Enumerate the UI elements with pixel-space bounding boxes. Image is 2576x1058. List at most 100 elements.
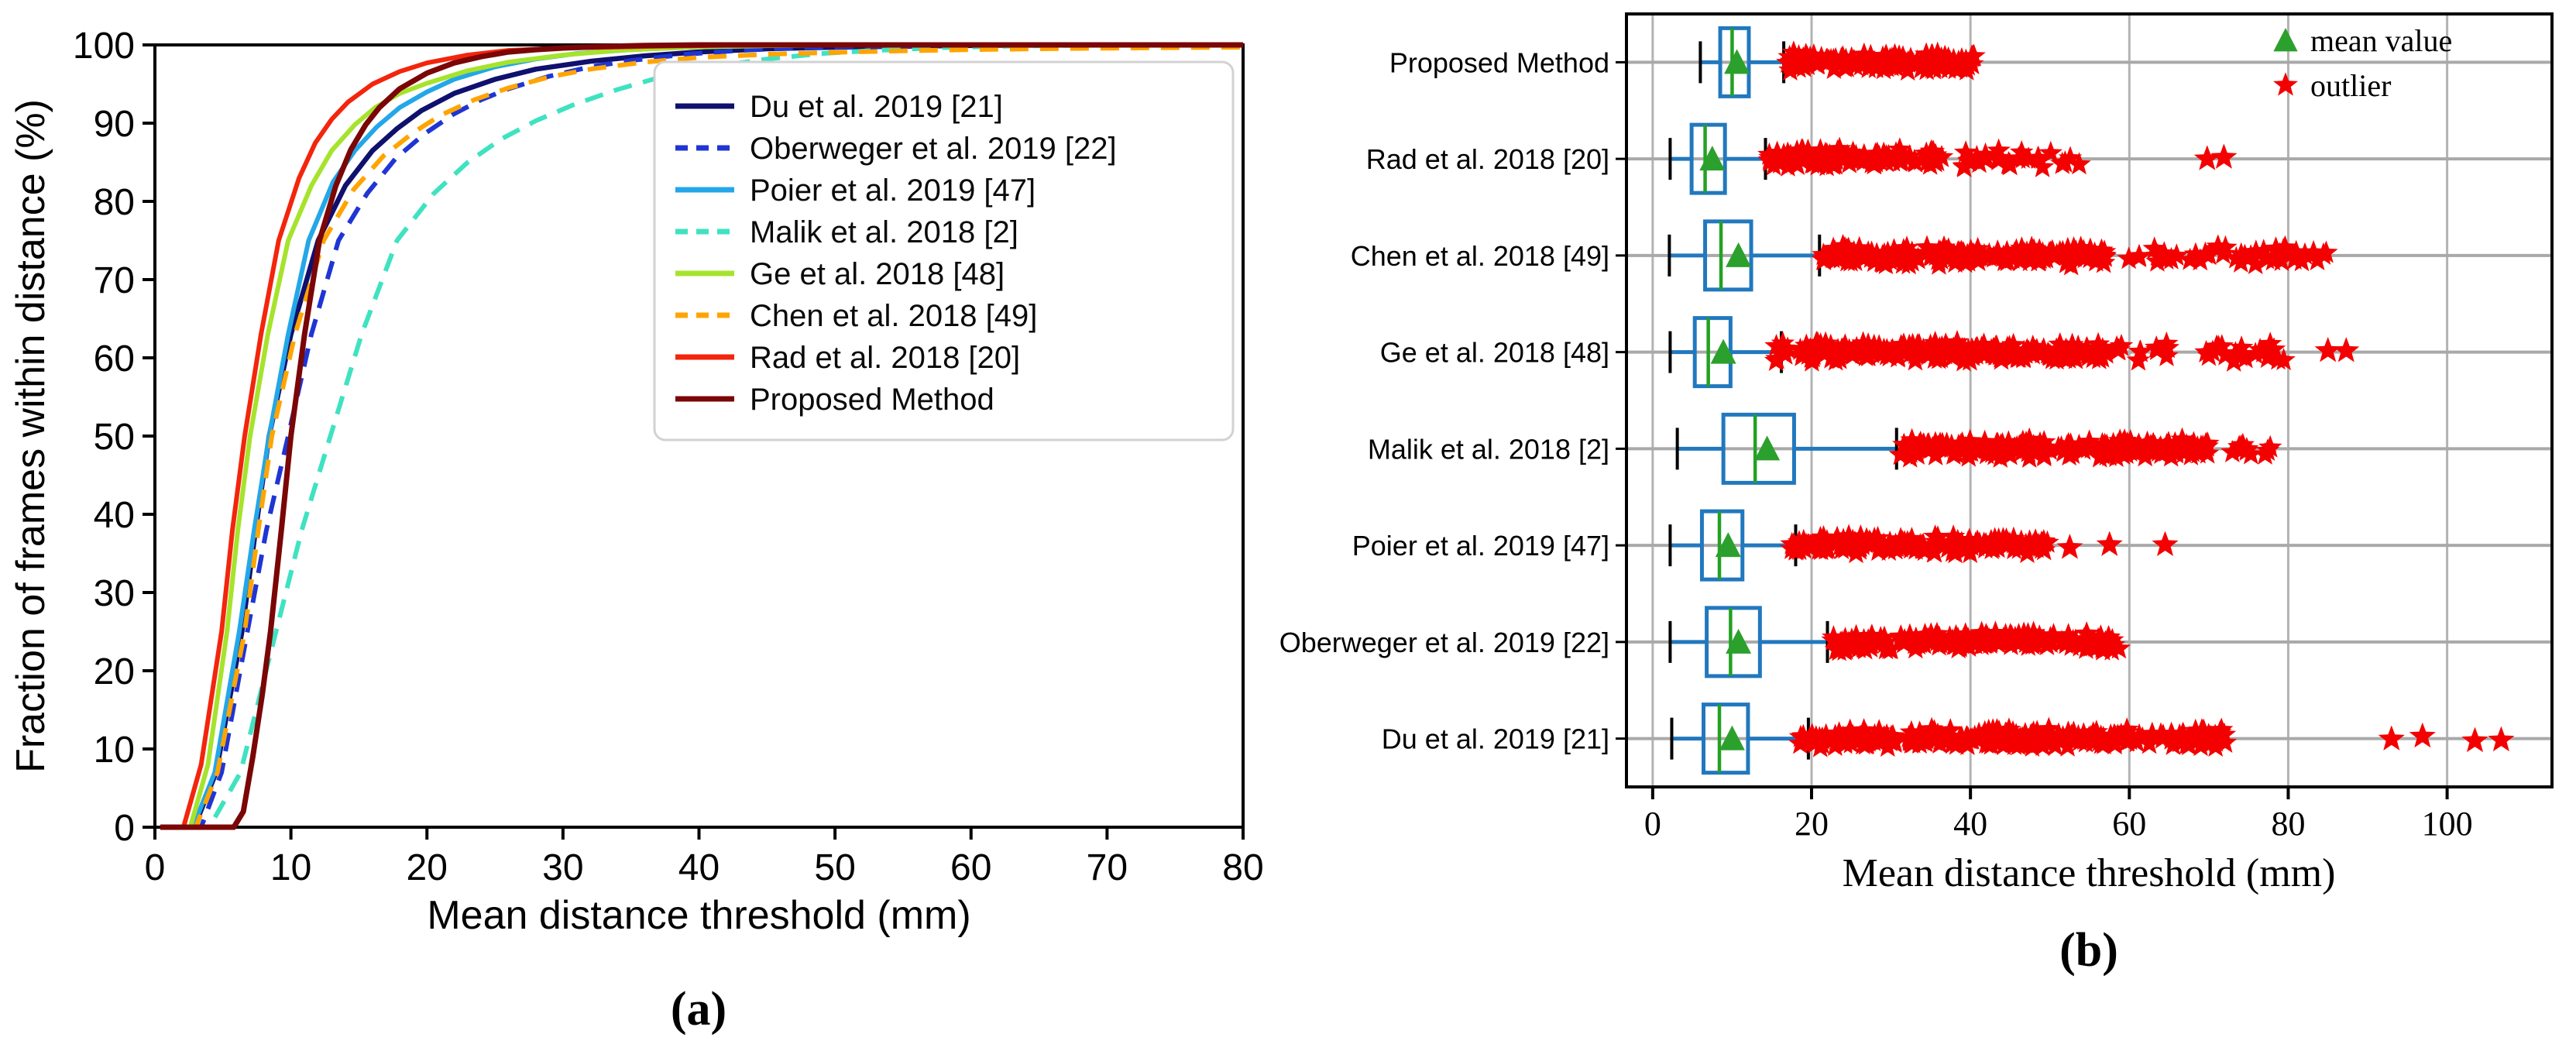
outlier-star xyxy=(2333,337,2360,362)
outliers-group xyxy=(1780,524,2179,564)
outliers-group xyxy=(1776,40,1986,81)
legend-item-label: Malik et al. 2018 [2] xyxy=(750,215,1018,249)
x-tick-label: 70 xyxy=(1087,847,1128,888)
y-tick-label: 50 xyxy=(94,417,135,458)
legend-item-label: Chen et al. 2018 [49] xyxy=(750,299,1037,333)
y-tick-label: 0 xyxy=(114,808,135,849)
b-legend: mean value outlier xyxy=(2273,23,2452,103)
y-tick-label: 30 xyxy=(94,573,135,614)
a-legend-item: Malik et al. 2018 [2] xyxy=(675,215,1018,249)
iqr-box xyxy=(1718,26,1751,98)
y-tick-label: 40 xyxy=(94,495,135,536)
category-label: Poier et al. 2019 [47] xyxy=(1352,530,1609,562)
outliers-group xyxy=(1764,329,2360,372)
boxplot-row: Malik et al. 2018 [2] xyxy=(1368,412,2552,485)
y-tick-label: 60 xyxy=(94,338,135,380)
a-legend-item: Rad et al. 2018 [20] xyxy=(675,341,1020,375)
caption-a: (a) xyxy=(670,983,727,1036)
iqr-box xyxy=(1699,509,1745,582)
category-label: Proposed Method xyxy=(1389,46,1609,78)
legend-item-label: Proposed Method xyxy=(750,383,994,417)
legend-item-label: Poier et al. 2019 [47] xyxy=(750,173,1036,208)
boxplot-row: Rad et al. 2018 [20] xyxy=(1366,122,2552,195)
y-tick-label: 90 xyxy=(94,104,135,145)
x-tick-label: 40 xyxy=(1953,805,1987,843)
b-axes-frame xyxy=(1625,12,2554,788)
a-yaxis-label: Fraction of frames within distance (%) xyxy=(9,99,53,773)
y-tick-label: 70 xyxy=(94,260,135,301)
boxplot-row: Poier et al. 2019 [47] xyxy=(1352,509,2552,582)
x-tick-label: 80 xyxy=(2271,805,2305,843)
boxplot-row: Du et al. 2019 [21] xyxy=(1382,702,2552,775)
x-tick-label: 50 xyxy=(814,847,855,888)
x-tick-label: 30 xyxy=(542,847,583,888)
a-legend-item: Poier et al. 2019 [47] xyxy=(675,173,1036,208)
outlier-star xyxy=(2378,725,2405,751)
x-tick-label: 20 xyxy=(1795,805,1829,843)
a-legend: Du et al. 2019 [21] Oberweger et al. 2019… xyxy=(653,60,1235,441)
category-label: Rad et al. 2018 [20] xyxy=(1366,143,1609,175)
x-tick-label: 100 xyxy=(2422,805,2473,843)
a-xaxis-label: Mean distance threshold (mm) xyxy=(427,893,971,938)
b-x-ticks: 0 20 40 60 80 100 xyxy=(1644,787,2473,843)
iqr-box xyxy=(1705,606,1762,678)
x-tick-label: 20 xyxy=(407,847,448,888)
outlier-star xyxy=(2096,531,2123,556)
boxplot-row: Oberweger et al. 2019 [22] xyxy=(1279,606,2552,678)
series-line-ge-et-al-2018-48- xyxy=(160,43,1243,830)
a-legend-box xyxy=(653,60,1235,441)
outliers-group xyxy=(1757,136,2238,177)
legend-item-label: Oberweger et al. 2019 [22] xyxy=(750,132,1117,166)
caption-b: (b) xyxy=(2059,924,2118,977)
legend-item-label: Ge et al. 2018 [48] xyxy=(750,257,1005,291)
x-tick-label: 60 xyxy=(2112,805,2146,843)
outlier-star xyxy=(2210,143,2238,169)
boxplot-row: Ge et al. 2018 [48] xyxy=(1380,316,2552,389)
iqr-box xyxy=(1689,122,1727,195)
b-gridlines xyxy=(1651,14,2449,787)
cdf-plot: 0 10 20 30 40 50 60 70 80 0 10 20 30 40 50 60 70 80 90 100 D… xyxy=(73,26,1264,888)
outlier-star xyxy=(2152,531,2179,556)
outlier-star xyxy=(2461,727,2488,753)
y-tick-label: 20 xyxy=(94,651,135,692)
iqr-box xyxy=(1703,219,1753,292)
a-legend-item: Ge et al. 2018 [48] xyxy=(675,257,1005,291)
y-tick-label: 100 xyxy=(73,26,135,67)
y-tick-label: 80 xyxy=(94,182,135,223)
boxplot-row: Chen et al. 2018 [49] xyxy=(1351,219,2552,292)
outliers-group xyxy=(1821,620,2131,661)
x-tick-label: 80 xyxy=(1222,847,1263,888)
outlier-star xyxy=(2056,534,2083,559)
series-line-chen-et-al-2018-49- xyxy=(160,45,1244,830)
category-label: Du et al. 2019 [21] xyxy=(1382,723,1609,755)
a-series-lines xyxy=(160,42,1244,830)
a-legend-item: Du et al. 2019 [21] xyxy=(675,90,1003,124)
x-tick-label: 10 xyxy=(270,847,311,888)
iqr-box xyxy=(1701,702,1750,775)
series-line-proposed-method xyxy=(160,42,1243,830)
a-y-ticks: 0 10 20 30 40 50 60 70 80 90 100 xyxy=(73,26,155,849)
legend-star-icon xyxy=(2273,72,2298,96)
legend-item-label: Du et al. 2019 [21] xyxy=(750,90,1003,124)
series-line-oberweger-et-al-2019-22- xyxy=(160,43,1243,830)
category-label: Ge et al. 2018 [48] xyxy=(1380,337,1609,369)
outlier-star xyxy=(2488,726,2515,752)
x-tick-label: 60 xyxy=(950,847,991,888)
b-legend-item: outlier xyxy=(2273,68,2391,103)
iqr-box xyxy=(1692,316,1733,389)
boxplot-plot: Proposed Method Rad et al. 2018 [20] Chen … xyxy=(1279,12,2554,843)
a-legend-item: Chen et al. 2018 [49] xyxy=(675,299,1037,333)
b-xaxis-label: Mean distance threshold (mm) xyxy=(1842,851,2336,895)
outlier-star xyxy=(2409,722,2436,748)
category-label: Oberweger et al. 2019 [22] xyxy=(1279,627,1609,658)
a-legend-item: Proposed Method xyxy=(675,383,994,417)
legend-item-label: mean value xyxy=(2310,23,2452,58)
boxplot-row: Proposed Method xyxy=(1389,26,2552,98)
a-legend-item: Oberweger et al. 2019 [22] xyxy=(675,132,1117,166)
iqr-box xyxy=(1721,412,1796,485)
legend-item-label: outlier xyxy=(2310,68,2391,103)
x-tick-label: 0 xyxy=(1644,805,1661,843)
x-tick-label: 0 xyxy=(145,847,166,888)
outliers-group xyxy=(1812,233,2338,276)
